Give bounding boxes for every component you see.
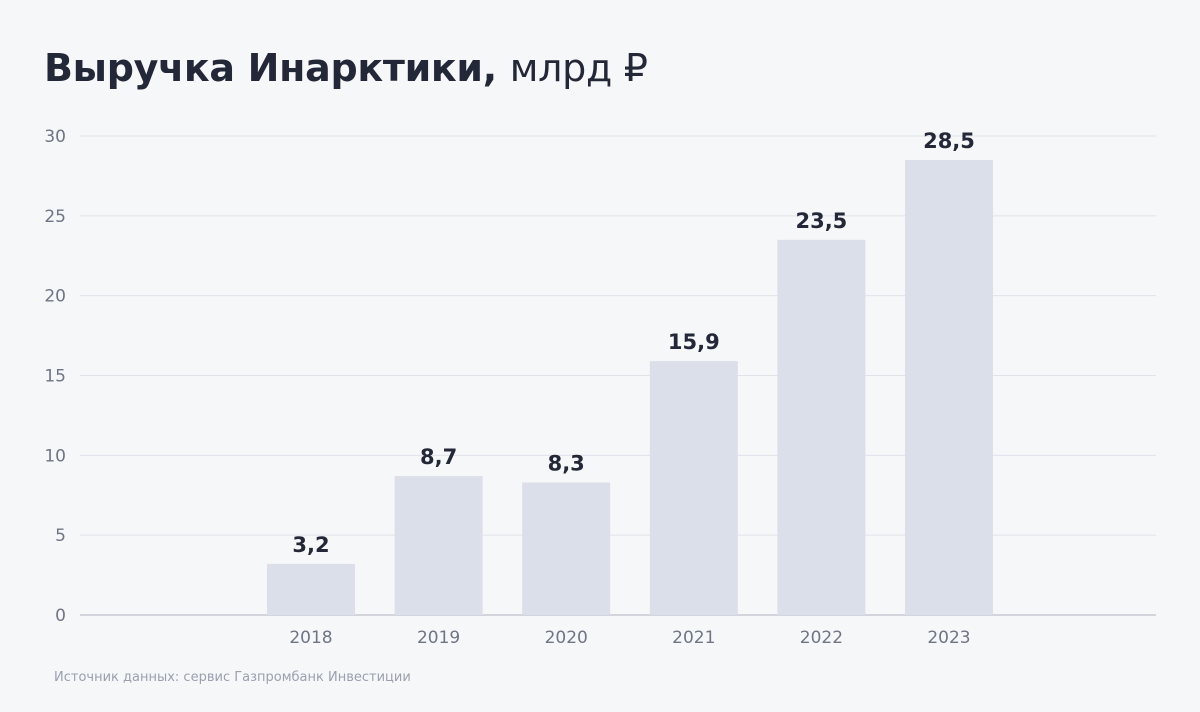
bar-value-label: 28,5 (923, 129, 975, 153)
bar (267, 563, 355, 615)
bar-value-label: 15,9 (668, 330, 720, 354)
bar (905, 159, 993, 615)
y-tick-label: 0 (55, 606, 66, 626)
x-tick-label: 2018 (289, 628, 332, 648)
y-tick-label: 10 (44, 446, 66, 466)
chart-title-main: Выручка Инарктики, (44, 46, 497, 90)
x-tick-label: 2020 (545, 628, 588, 648)
bar-value-label: 3,2 (292, 533, 329, 557)
x-tick-label: 2022 (800, 628, 843, 648)
bar (522, 482, 611, 615)
data-source-note: Источник данных: сервис Газпромбанк Инве… (54, 670, 411, 685)
bar-value-label: 8,7 (420, 445, 457, 469)
x-tick-label: 2023 (927, 628, 970, 648)
bar (777, 239, 866, 616)
chart-title-unit: млрд ₽ (509, 46, 648, 90)
chart-title: Выручка Инарктики, млрд ₽ (44, 40, 648, 96)
y-tick-label: 5 (55, 526, 66, 546)
y-tick-label: 25 (44, 207, 66, 227)
y-tick-label: 30 (44, 127, 66, 147)
x-tick-label: 2021 (672, 628, 715, 648)
bar-value-label: 8,3 (548, 451, 585, 475)
bar (649, 361, 738, 615)
x-tick-label: 2019 (417, 628, 460, 648)
y-tick-label: 20 (44, 287, 66, 307)
bar-value-label: 23,5 (795, 209, 847, 233)
bar (394, 476, 483, 615)
y-tick-label: 15 (44, 367, 66, 387)
